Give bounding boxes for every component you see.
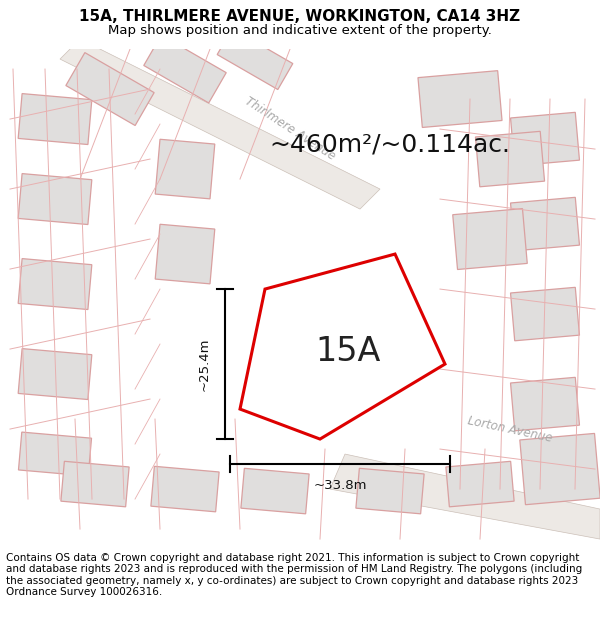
Polygon shape [217,29,293,89]
Polygon shape [155,224,215,284]
Text: 15A, THIRLMERE AVENUE, WORKINGTON, CA14 3HZ: 15A, THIRLMERE AVENUE, WORKINGTON, CA14 … [79,9,521,24]
Polygon shape [66,52,154,126]
Polygon shape [511,112,580,166]
Polygon shape [511,288,580,341]
Text: Lorton Avenue: Lorton Avenue [466,414,554,444]
Polygon shape [330,454,600,539]
Text: Map shows position and indicative extent of the property.: Map shows position and indicative extent… [108,24,492,36]
Polygon shape [453,209,527,269]
Text: Contains OS data © Crown copyright and database right 2021. This information is : Contains OS data © Crown copyright and d… [6,552,582,598]
Polygon shape [240,254,445,439]
Text: ~25.4m: ~25.4m [198,338,211,391]
Text: ~33.8m: ~33.8m [313,479,367,492]
Text: Thirlmere Avenue: Thirlmere Avenue [242,95,338,163]
Polygon shape [144,35,226,103]
Polygon shape [155,139,215,199]
Polygon shape [475,131,545,187]
Polygon shape [241,468,309,514]
Polygon shape [511,378,580,431]
Polygon shape [61,461,129,507]
Polygon shape [356,468,424,514]
Text: ~460m²/~0.114ac.: ~460m²/~0.114ac. [269,132,511,156]
Polygon shape [19,432,92,476]
Polygon shape [18,259,92,309]
Polygon shape [18,94,92,144]
Polygon shape [18,349,92,399]
Polygon shape [520,433,600,505]
Polygon shape [418,71,502,128]
Polygon shape [511,198,580,251]
Polygon shape [18,174,92,224]
Text: 15A: 15A [316,334,380,367]
Polygon shape [151,466,219,512]
Polygon shape [60,39,380,209]
Polygon shape [446,461,514,507]
